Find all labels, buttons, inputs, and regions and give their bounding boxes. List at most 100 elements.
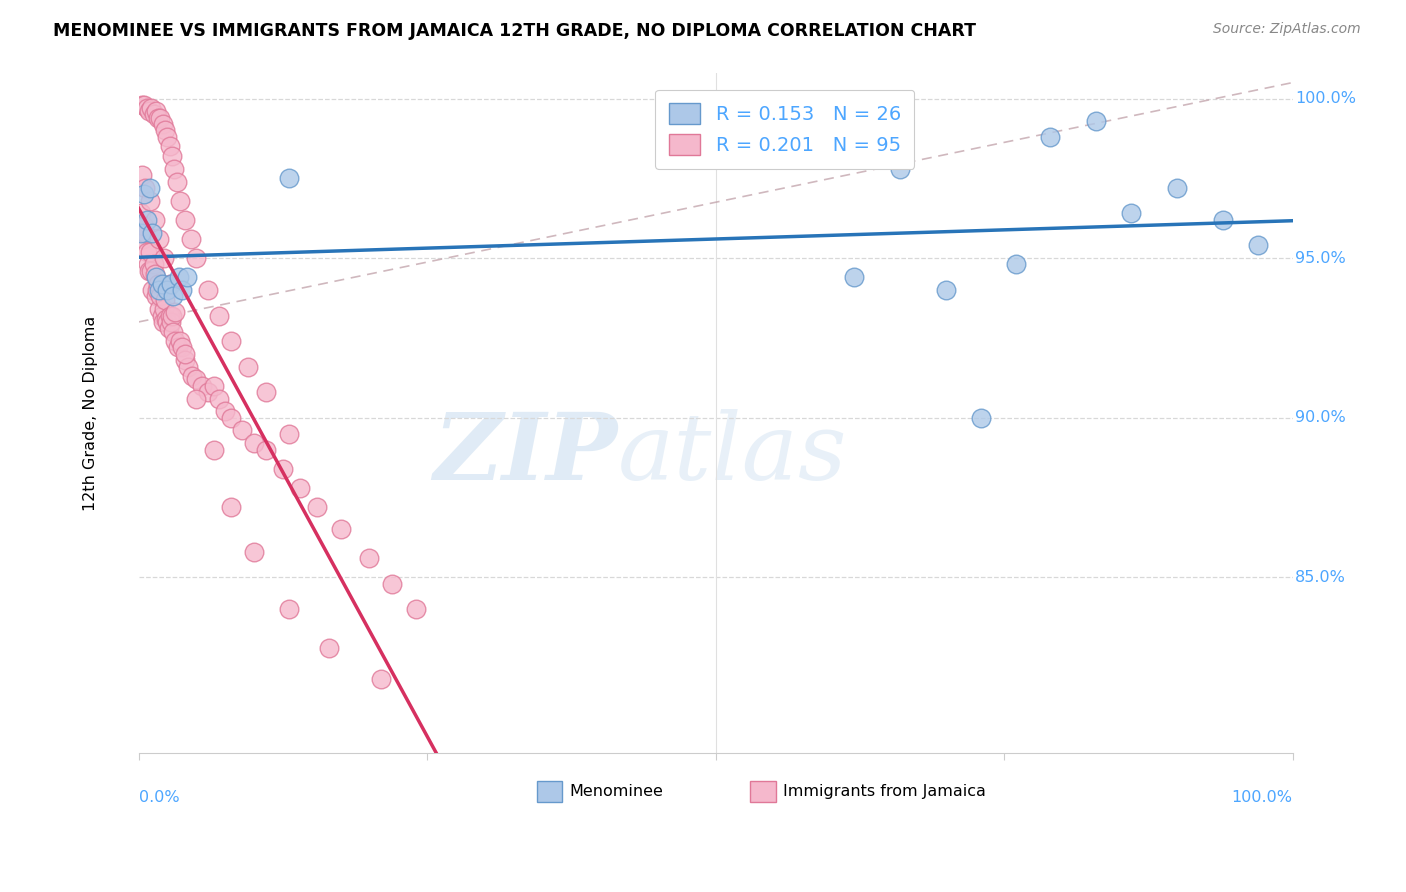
Point — [186, 251, 208, 265]
Point — [214, 404, 236, 418]
Text: 100.0%: 100.0% — [1295, 91, 1355, 106]
Point — [231, 424, 253, 438]
Bar — [751, 781, 776, 802]
Point — [271, 462, 294, 476]
Point — [307, 500, 329, 514]
Point — [162, 289, 184, 303]
Point — [139, 244, 162, 259]
Point — [1119, 206, 1142, 220]
Point — [131, 219, 153, 234]
Point — [160, 309, 183, 323]
Point — [134, 187, 156, 202]
Point — [889, 161, 911, 176]
Point — [132, 232, 155, 246]
Point — [970, 410, 993, 425]
Point — [142, 258, 165, 272]
Point — [146, 283, 169, 297]
Point — [143, 212, 166, 227]
Point — [1212, 212, 1234, 227]
Point — [172, 283, 194, 297]
Point — [254, 442, 277, 457]
Point — [135, 101, 157, 115]
Point — [142, 107, 165, 121]
Point — [160, 277, 183, 291]
Point — [173, 347, 195, 361]
Point — [139, 181, 162, 195]
Point — [131, 168, 153, 182]
Point — [155, 311, 177, 326]
Point — [277, 602, 299, 616]
Point — [129, 226, 152, 240]
Point — [145, 289, 167, 303]
Point — [254, 385, 277, 400]
Text: Immigrants from Jamaica: Immigrants from Jamaica — [783, 784, 986, 799]
Point — [145, 270, 167, 285]
Text: Menominee: Menominee — [569, 784, 662, 799]
Text: 85.0%: 85.0% — [1295, 570, 1346, 585]
Point — [143, 267, 166, 281]
Point — [136, 258, 159, 272]
Point — [1247, 238, 1270, 252]
Point — [243, 436, 266, 450]
Point — [329, 523, 352, 537]
Point — [208, 309, 231, 323]
Text: 95.0%: 95.0% — [1295, 251, 1346, 266]
Point — [166, 341, 188, 355]
Point — [134, 98, 156, 112]
Point — [318, 640, 340, 655]
Point — [157, 321, 180, 335]
Point — [150, 277, 173, 291]
Point — [359, 551, 381, 566]
Text: 90.0%: 90.0% — [1295, 410, 1346, 425]
Point — [156, 283, 179, 297]
Point — [370, 673, 392, 687]
Point — [149, 289, 172, 303]
Point — [138, 264, 160, 278]
Point — [148, 232, 170, 246]
Point — [1085, 113, 1108, 128]
Point — [238, 359, 260, 374]
Point — [173, 212, 195, 227]
Point — [165, 305, 187, 319]
Point — [935, 283, 957, 297]
Point — [129, 206, 152, 220]
Point — [166, 174, 188, 188]
Point — [163, 161, 186, 176]
Point — [405, 602, 427, 616]
Text: MENOMINEE VS IMMIGRANTS FROM JAMAICA 12TH GRADE, NO DIPLOMA CORRELATION CHART: MENOMINEE VS IMMIGRANTS FROM JAMAICA 12T… — [53, 22, 976, 40]
Point — [159, 309, 181, 323]
Point — [186, 392, 208, 406]
Point — [153, 302, 176, 317]
Point — [149, 111, 172, 125]
Point — [381, 576, 404, 591]
Point — [191, 379, 214, 393]
Point — [148, 111, 170, 125]
Point — [134, 219, 156, 234]
Point — [176, 270, 198, 285]
Text: Source: ZipAtlas.com: Source: ZipAtlas.com — [1213, 22, 1361, 37]
Point — [139, 194, 162, 208]
Point — [167, 270, 190, 285]
Point — [153, 251, 176, 265]
Text: atlas: atlas — [617, 409, 846, 499]
Point — [156, 129, 179, 144]
Point — [219, 410, 242, 425]
Point — [1004, 258, 1026, 272]
Point — [153, 293, 176, 307]
Point — [152, 315, 174, 329]
Text: 12th Grade, No Diploma: 12th Grade, No Diploma — [83, 315, 97, 510]
Point — [152, 117, 174, 131]
Point — [202, 442, 225, 457]
Point — [177, 359, 200, 374]
Point — [173, 353, 195, 368]
Point — [131, 98, 153, 112]
Point — [842, 270, 865, 285]
Point — [179, 232, 201, 246]
Text: 100.0%: 100.0% — [1232, 790, 1292, 805]
Point — [1039, 129, 1062, 144]
Point — [134, 181, 156, 195]
Text: ZIP: ZIP — [433, 409, 617, 499]
Point — [162, 325, 184, 339]
Point — [145, 104, 167, 119]
Point — [277, 426, 299, 441]
